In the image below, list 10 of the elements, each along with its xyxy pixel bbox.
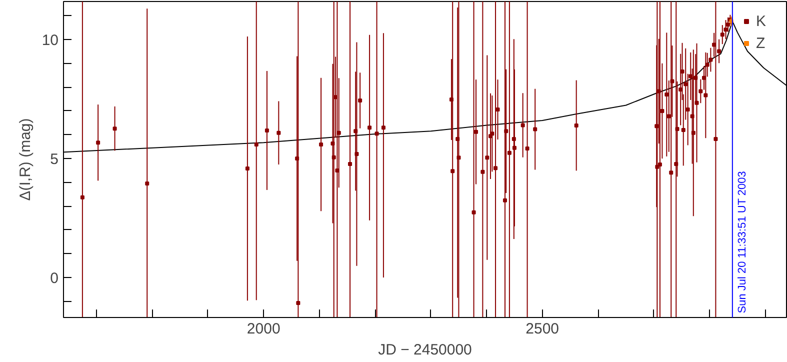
x-tick-label: 2000: [246, 320, 280, 338]
legend-label: Z: [756, 34, 766, 52]
x-axis-title: JD − 2450000: [378, 342, 472, 358]
y-tick-label: 10: [42, 32, 59, 50]
y-tick-label: 5: [50, 151, 58, 168]
x-tick-label: 2500: [526, 320, 560, 338]
y-tick-label: 0: [50, 270, 58, 288]
y-axis-title: Δ(I,R) (mag): [16, 118, 34, 201]
annotation: Sun Jul 20 11:33:51 UT 2003: [736, 171, 748, 314]
legend-label: K: [756, 12, 768, 30]
